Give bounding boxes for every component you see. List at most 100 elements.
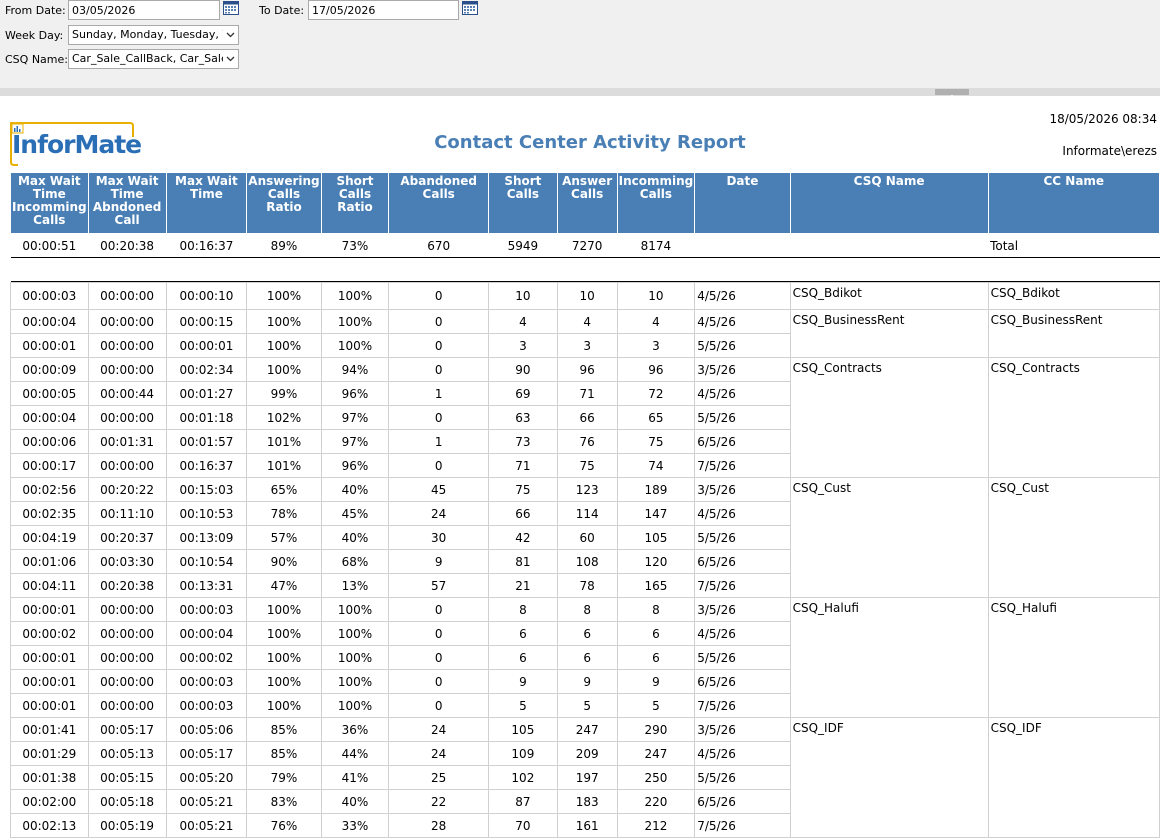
table-cell: 165	[616, 573, 696, 598]
column-header[interactable]: Max Wait Time	[165, 172, 248, 234]
column-header[interactable]: Answer Calls	[556, 172, 618, 234]
csq-name-cell: CSQ_Bdikot	[789, 282, 989, 310]
table-cell: 45	[388, 477, 490, 502]
table-cell: 100%	[320, 669, 390, 694]
table-cell: 21	[488, 573, 558, 598]
table-cell: 6	[616, 645, 696, 670]
table-cell: 10	[616, 282, 696, 310]
chevron-down-icon[interactable]	[223, 26, 238, 44]
table-cell: 00:01:27	[165, 381, 248, 406]
table-cell: 60	[556, 525, 618, 550]
date-cell: 4/5/26	[694, 741, 791, 766]
table-row: 00:00:04 00:00:00 00:01:18 102% 97% 0 63 66 65 5/…	[10, 405, 1160, 430]
table-cell: 100%	[320, 597, 390, 622]
table-cell: 00:00:03	[165, 693, 248, 718]
table-cell: 00:13:09	[165, 525, 248, 550]
table-cell: 13%	[320, 573, 390, 598]
table-cell: 00:00:10	[165, 282, 248, 310]
calendar-icon[interactable]	[223, 1, 239, 15]
table-cell: 44%	[320, 741, 390, 766]
parameter-splitter[interactable]	[0, 88, 1160, 99]
table-cell: 3	[488, 333, 558, 358]
table-row: 00:00:04 00:00:00 00:00:15 100% 100% 0 4 4 4 4/5/…	[10, 309, 1160, 358]
table-cell: 40%	[320, 789, 390, 814]
column-header[interactable]: Incomming Calls	[616, 172, 696, 234]
table-cell: 75	[616, 429, 696, 454]
cc-name-cell: CSQ_IDF	[987, 717, 1160, 838]
report-area: InforMate Contact Center Activity Report…	[0, 96, 1160, 838]
table-cell: 9	[388, 549, 490, 574]
table-cell: 00:00:00	[87, 453, 167, 478]
table-cell: 00:04:11	[10, 573, 89, 598]
table-cell: 90	[488, 357, 558, 382]
column-header[interactable]: Short Calls Ratio	[320, 172, 390, 234]
table-cell: 72	[616, 381, 696, 406]
table-cell: 00:00:15	[165, 309, 248, 334]
from-date-input[interactable]: 03/05/2026	[68, 0, 220, 20]
table-header-row: Max Wait Time Incomming Calls Max Wait T…	[10, 172, 1160, 234]
table-cell: 102%	[246, 405, 322, 430]
table-cell: 00:00:03	[165, 597, 248, 622]
table-cell: 100%	[320, 621, 390, 646]
csq-name-value: Car_Sale_CallBack, Car_Sales,	[72, 52, 237, 65]
report-user: Informate\erezs	[1062, 144, 1157, 158]
table-row: 00:00:01 00:00:00 00:00:01 100% 100% 0 3 3 3 5/5/…	[10, 333, 1160, 358]
table-cell: 90%	[246, 549, 322, 574]
table-cell: 100%	[246, 333, 322, 358]
column-header[interactable]: Answering Calls Ratio	[246, 172, 322, 234]
table-cell: 9	[556, 669, 618, 694]
csq-name-cell: CSQ_BusinessRent	[789, 309, 989, 358]
table-cell: 00:00:00	[87, 621, 167, 646]
column-header[interactable]: Short Calls	[488, 172, 558, 234]
table-cell: 1	[388, 429, 490, 454]
table-cell: 24	[388, 501, 490, 526]
table-row: 00:01:41 00:05:17 00:05:06 85% 36% 24 105 247 29…	[10, 717, 1160, 838]
table-cell: 40%	[320, 525, 390, 550]
calendar-icon[interactable]	[462, 1, 478, 15]
csq-name-cell: CSQ_Cust	[789, 477, 989, 598]
chevron-down-icon[interactable]	[223, 50, 238, 68]
table-cell: 66	[556, 405, 618, 430]
weekday-select[interactable]: Sunday, Monday, Tuesday, W	[68, 25, 239, 45]
column-header[interactable]: CC Name	[987, 172, 1160, 234]
table-cell: 00:20:22	[87, 477, 167, 502]
column-header[interactable]: Max Wait Time Abndoned Call	[87, 172, 167, 234]
table-cell: 8	[616, 597, 696, 622]
table-cell: 00:01:41	[10, 717, 89, 742]
table-row: 00:00:01 00:00:00 00:00:03 100% 100% 0 5 5 5 7/5/…	[10, 693, 1160, 718]
table-cell: 65	[616, 405, 696, 430]
table-cell: 00:05:13	[87, 741, 167, 766]
table-cell: 73	[488, 429, 558, 454]
informate-logo: InforMate	[8, 122, 142, 166]
table-cell: 209	[556, 741, 618, 766]
table-row: 00:01:06 00:03:30 00:10:54 90% 68% 9 81 108 120 6…	[10, 549, 1160, 574]
collapse-handle[interactable]	[935, 89, 969, 99]
column-header[interactable]: CSQ Name	[789, 172, 989, 234]
table-cell: 81	[488, 549, 558, 574]
date-cell: 4/5/26	[694, 621, 791, 646]
table-cell: 47%	[246, 573, 322, 598]
csq-name-select[interactable]: Car_Sale_CallBack, Car_Sales,	[68, 49, 239, 69]
table-row: 00:04:11 00:20:38 00:13:31 47% 13% 57 21 78 165 7…	[10, 573, 1160, 598]
table-cell: 00:00:00	[87, 333, 167, 358]
table-cell: 68%	[320, 549, 390, 574]
table-row: 00:00:03 00:00:00 00:00:10 100% 100% 0 10 10 10 4…	[10, 282, 1160, 310]
table-cell: 00:00:06	[10, 429, 89, 454]
table-cell: 1	[388, 381, 490, 406]
table-cell: 6	[556, 645, 618, 670]
table-cell: 57%	[246, 525, 322, 550]
to-date-input[interactable]: 17/05/2026	[308, 0, 459, 20]
table-cell: 00:20:37	[87, 525, 167, 550]
table-cell: 00:01:18	[165, 405, 248, 430]
column-header[interactable]: Date	[694, 172, 791, 234]
table-cell: 57	[388, 573, 490, 598]
table-cell: 00:00:44	[87, 381, 167, 406]
parameter-pane: From Date: 03/05/2026 To Date: 17/05/202…	[0, 0, 1160, 88]
table-cell: 00:15:03	[165, 477, 248, 502]
table-cell: 6	[488, 621, 558, 646]
table-cell: 100%	[246, 309, 322, 334]
column-header[interactable]: Abandoned Calls	[388, 172, 490, 234]
table-cell: 75	[556, 453, 618, 478]
report-datetime: 18/05/2026 08:34	[1049, 112, 1157, 126]
column-header[interactable]: Max Wait Time Incomming Calls	[10, 172, 89, 234]
